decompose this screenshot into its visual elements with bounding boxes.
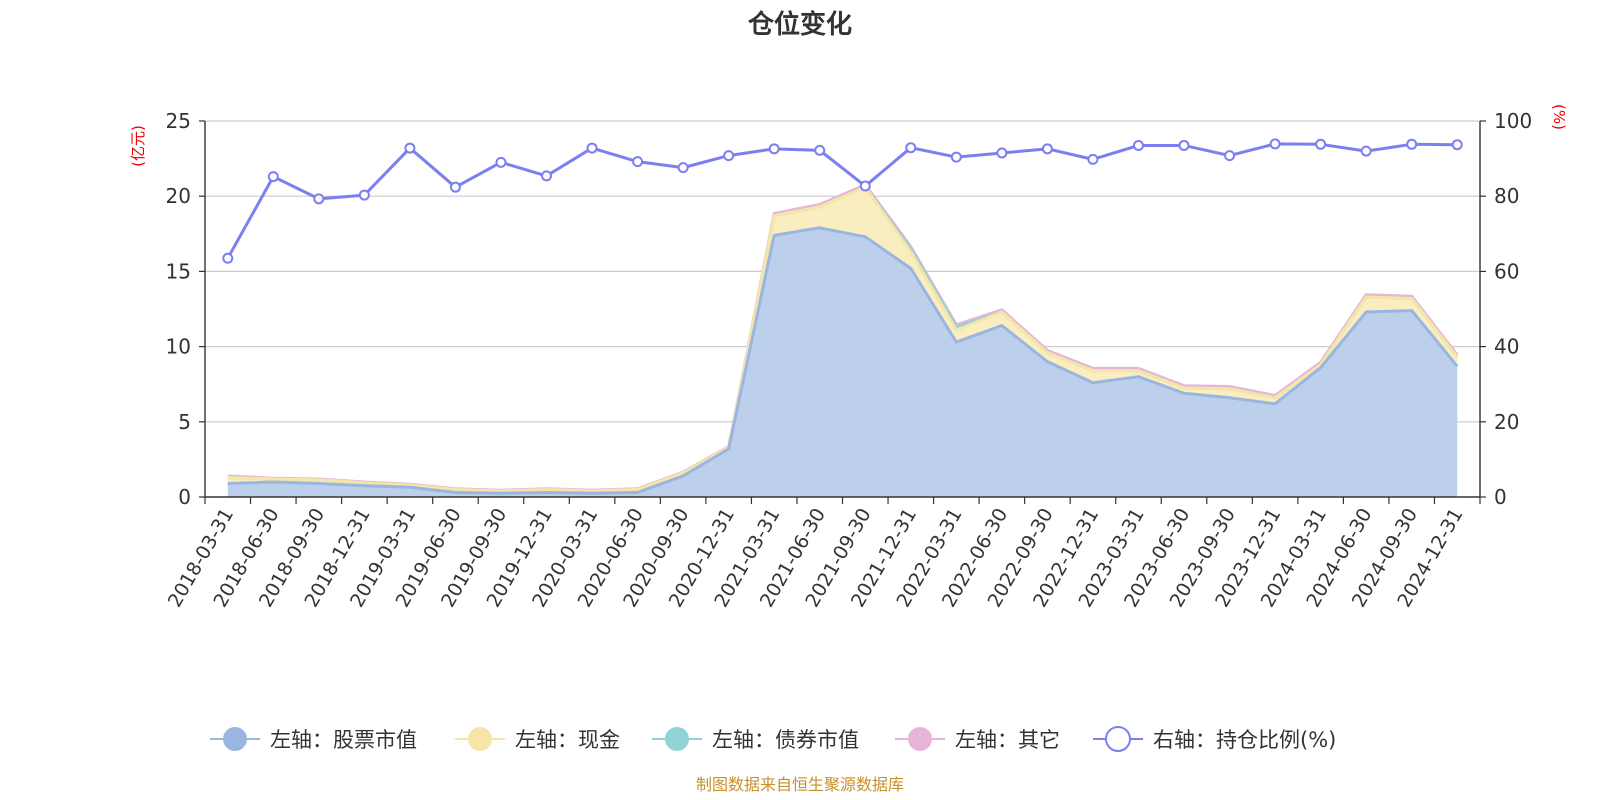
legend-item[interactable]: 左轴：其它 — [895, 727, 1060, 752]
legend-item[interactable]: 左轴：债券市值 — [652, 727, 859, 752]
area-edge-左轴：现金 — [227, 185, 1459, 493]
ratio-point — [495, 156, 507, 168]
ratio-point — [1087, 153, 1099, 165]
left-tick-label: 25 — [166, 109, 191, 133]
legend-marker — [665, 727, 689, 751]
data-source-note: 制图数据来自恒生聚源数据库 — [696, 775, 904, 794]
left-tick-label: 20 — [166, 184, 191, 208]
ratio-point — [768, 143, 780, 155]
legend-marker — [1105, 726, 1131, 752]
legend-label: 左轴：其它 — [955, 728, 1060, 752]
left-tick-label: 10 — [166, 335, 191, 359]
right-tick-label: 100 — [1494, 109, 1532, 133]
ratio-point — [404, 142, 416, 154]
right-tick-label: 0 — [1494, 485, 1507, 509]
ratio-point — [996, 147, 1008, 159]
ratio-point — [1315, 138, 1327, 150]
area-series — [227, 183, 1459, 497]
ratio-point — [905, 142, 917, 154]
legend-label: 右轴：持仓比例(%) — [1153, 728, 1336, 752]
legend-label: 左轴：现金 — [515, 728, 620, 752]
ratio-point — [1406, 138, 1418, 150]
ratio-point — [313, 193, 325, 205]
ratio-point — [1451, 139, 1463, 151]
ratio-line — [222, 138, 1463, 264]
ratio-point — [1178, 139, 1190, 151]
left-axis-unit: (亿元) — [129, 125, 147, 167]
ratio-point — [723, 150, 735, 162]
legend-marker — [468, 727, 492, 751]
legend-label: 左轴：股票市值 — [270, 728, 417, 752]
ratio-point — [632, 156, 644, 168]
ratio-point — [1360, 145, 1372, 157]
ratio-point — [814, 144, 826, 156]
legend-label: 左轴：债券市值 — [712, 728, 859, 752]
ratio-line-path — [226, 142, 1458, 259]
left-tick-label: 0 — [178, 485, 191, 509]
ratio-point — [586, 142, 598, 154]
right-tick-label: 40 — [1494, 335, 1519, 359]
ratio-point — [541, 170, 553, 182]
area-左轴：股票市值 — [227, 227, 1458, 497]
legend-item[interactable]: 左轴：现金 — [455, 727, 620, 752]
ratio-point — [1269, 138, 1281, 150]
right-axis-unit: (%) — [1550, 104, 1568, 130]
ratio-point — [677, 162, 689, 174]
ratio-point — [859, 180, 871, 192]
ratio-point — [1041, 143, 1053, 155]
legend: 左轴：股票市值 左轴：现金 左轴：债券市值 左轴：其它 右轴：持仓比例(%) — [210, 726, 1336, 752]
legend-marker — [223, 727, 247, 751]
ratio-point — [222, 252, 234, 264]
legend-marker — [908, 727, 932, 751]
chart-title: 仓位变化 — [747, 9, 852, 40]
left-tick-label: 5 — [178, 410, 191, 434]
right-tick-label: 80 — [1494, 184, 1519, 208]
right-tick-label: 60 — [1494, 259, 1519, 283]
ratio-point — [1224, 150, 1236, 162]
legend-item[interactable]: 右轴：持仓比例(%) — [1093, 726, 1336, 752]
area-edge-左轴：股票市值 — [227, 226, 1459, 495]
ratio-point — [950, 151, 962, 163]
ratio-point — [358, 189, 370, 201]
left-tick-label: 15 — [166, 259, 191, 283]
right-tick-label: 20 — [1494, 410, 1519, 434]
ratio-point — [449, 181, 461, 193]
ratio-point — [1132, 139, 1144, 151]
legend-item[interactable]: 左轴：股票市值 — [210, 727, 417, 752]
ratio-point — [267, 171, 279, 183]
